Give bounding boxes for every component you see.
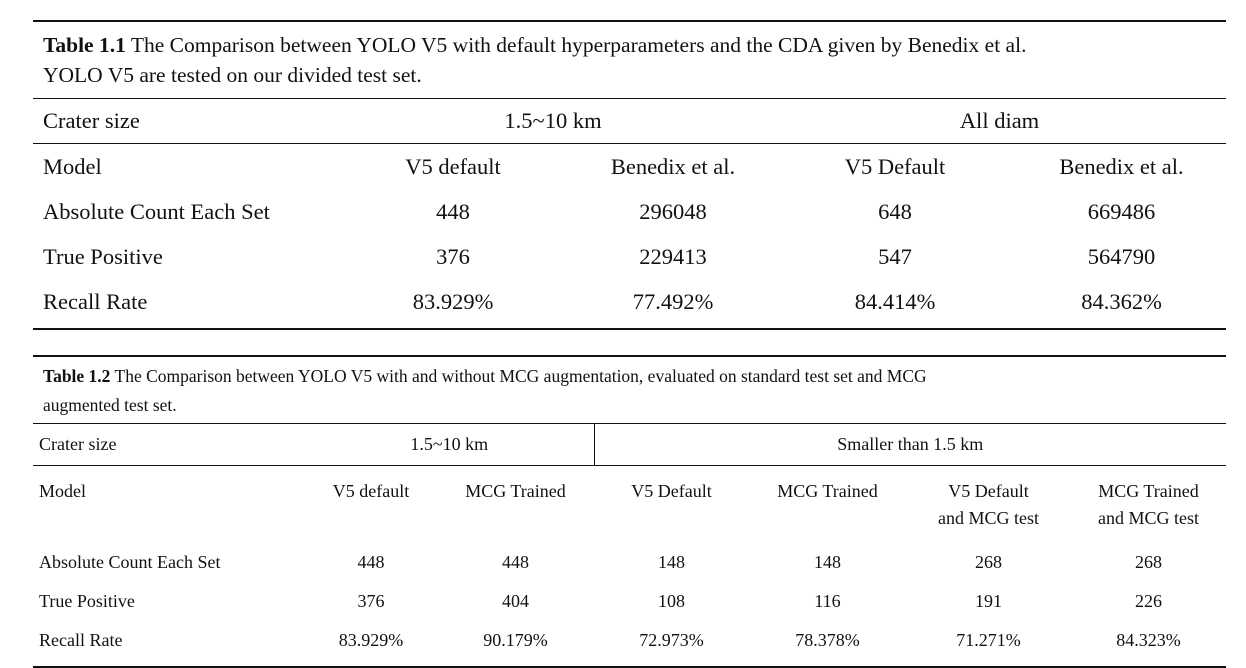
table-caption: Table 1.2 The Comparison between YOLO V5… <box>33 357 1226 423</box>
table-cell: 648 <box>878 198 912 224</box>
header-label: Crater size <box>39 434 117 454</box>
table-cell: 376 <box>436 243 470 269</box>
column-header: V5 default <box>332 481 410 501</box>
table-cell: 116 <box>814 591 841 611</box>
row-label: True Positive <box>39 591 135 611</box>
header-row-crater-size: Crater size 1.5~10 km Smaller than 1.5 k… <box>33 424 1227 465</box>
table-cell: 108 <box>658 591 685 611</box>
table-cell: 226 <box>1135 591 1162 611</box>
table-cell: 90.179% <box>483 630 548 650</box>
data-table: Crater size 1.5~10 km All diam <box>33 99 1226 143</box>
column-header: Model <box>43 153 102 179</box>
table-cell: 448 <box>357 552 385 572</box>
column-header: MCG Trained <box>777 481 878 501</box>
column-header: V5 Default and MCG test <box>938 481 1039 528</box>
caption-text: The Comparison between YOLO V5 with defa… <box>130 33 1027 57</box>
table-1-1: Table 1.1 The Comparison between YOLO V5… <box>33 20 1226 330</box>
caption-rule <box>33 423 1226 424</box>
row-label: Recall Rate <box>39 630 123 650</box>
table-cell: 268 <box>975 552 1002 572</box>
table-cell: 376 <box>357 591 385 611</box>
caption-text-line2: augmented test set. <box>43 395 177 415</box>
row-label: True Positive <box>43 243 163 269</box>
table-cell: 84.414% <box>854 288 936 314</box>
table-row: True Positive 376 229413 547 564790 <box>33 234 1226 279</box>
header-rule <box>33 465 1226 466</box>
data-table-body: Model V5 default MCG Trained V5 Default … <box>33 466 1226 660</box>
column-header: Model <box>39 481 86 501</box>
header-group-2: Smaller than 1.5 km <box>593 424 1227 465</box>
caption-label: Table 1.2 <box>43 366 111 386</box>
column-header: V5 Default <box>631 481 712 501</box>
table-cell: 564790 <box>1087 243 1156 269</box>
data-table: Crater size 1.5~10 km Smaller than 1.5 k… <box>33 424 1227 465</box>
data-table-body: Model V5 default Benedix et al. V5 Defau… <box>33 144 1226 324</box>
column-header: V5 Default <box>844 153 946 179</box>
table-cell: 448 <box>502 552 529 572</box>
header-group-1: 1.5~10 km <box>410 434 489 454</box>
table-cell: 669486 <box>1087 198 1156 224</box>
column-header: Benedix et al. <box>1059 153 1184 179</box>
top-rule <box>33 20 1226 22</box>
caption-rule <box>33 98 1226 99</box>
table-row: Absolute Count Each Set 448 296048 648 6… <box>33 189 1226 234</box>
table-row: Absolute Count Each Set 448 448 148 148 … <box>33 543 1226 582</box>
table-cell: 547 <box>878 243 912 269</box>
column-header: MCG Trained <box>465 481 566 501</box>
table-cell: 83.929% <box>338 630 404 650</box>
row-label: Absolute Count Each Set <box>43 198 270 224</box>
table-cell: 268 <box>1135 552 1162 572</box>
table-cell: 448 <box>436 198 470 224</box>
table-cell: 84.362% <box>1081 288 1162 314</box>
table-cell: 229413 <box>639 243 707 269</box>
table-cell: 77.492% <box>632 288 714 314</box>
header-label: Crater size <box>43 108 140 133</box>
column-header: Benedix et al. <box>610 153 736 179</box>
table-cell: 84.323% <box>1116 630 1181 650</box>
table-row: Recall Rate 83.929% 77.492% 84.414% 84.3… <box>33 279 1226 324</box>
table-row: True Positive 376 404 108 116 191 226 <box>33 582 1226 621</box>
table-1-2: Table 1.2 The Comparison between YOLO V5… <box>33 355 1227 668</box>
bottom-rule <box>33 328 1226 330</box>
header-group-2: All diam <box>959 108 1040 133</box>
column-header-row: Model V5 default MCG Trained V5 Default … <box>33 466 1226 543</box>
row-label: Recall Rate <box>43 288 148 314</box>
table-cell: 191 <box>975 591 1002 611</box>
table-cell: 148 <box>658 552 685 572</box>
table-cell: 71.271% <box>956 630 1021 650</box>
table-cell: 72.973% <box>639 630 704 650</box>
caption-text-line2: YOLO V5 are tested on our divided test s… <box>43 63 422 87</box>
table-cell: 148 <box>814 552 841 572</box>
table-cell: 78.378% <box>795 630 860 650</box>
table-caption: Table 1.1 The Comparison between YOLO V5… <box>33 22 1226 98</box>
header-group-1: 1.5~10 km <box>504 108 602 133</box>
table-cell: 404 <box>502 591 529 611</box>
top-rule <box>33 355 1226 357</box>
header-rule <box>33 143 1226 144</box>
column-header-row: Model V5 default Benedix et al. V5 Defau… <box>33 144 1226 189</box>
table-cell: 296048 <box>639 198 707 224</box>
caption-label: Table 1.1 <box>43 33 126 57</box>
column-header: MCG Trained and MCG test <box>1098 481 1199 528</box>
table-cell: 83.929% <box>412 288 494 314</box>
column-header: V5 default <box>405 153 501 179</box>
row-label: Absolute Count Each Set <box>39 552 221 572</box>
header-row-crater-size: Crater size 1.5~10 km All diam <box>33 99 1226 143</box>
table-row: Recall Rate 83.929% 90.179% 72.973% 78.3… <box>33 621 1226 660</box>
caption-text: The Comparison between YOLO V5 with and … <box>114 366 927 386</box>
